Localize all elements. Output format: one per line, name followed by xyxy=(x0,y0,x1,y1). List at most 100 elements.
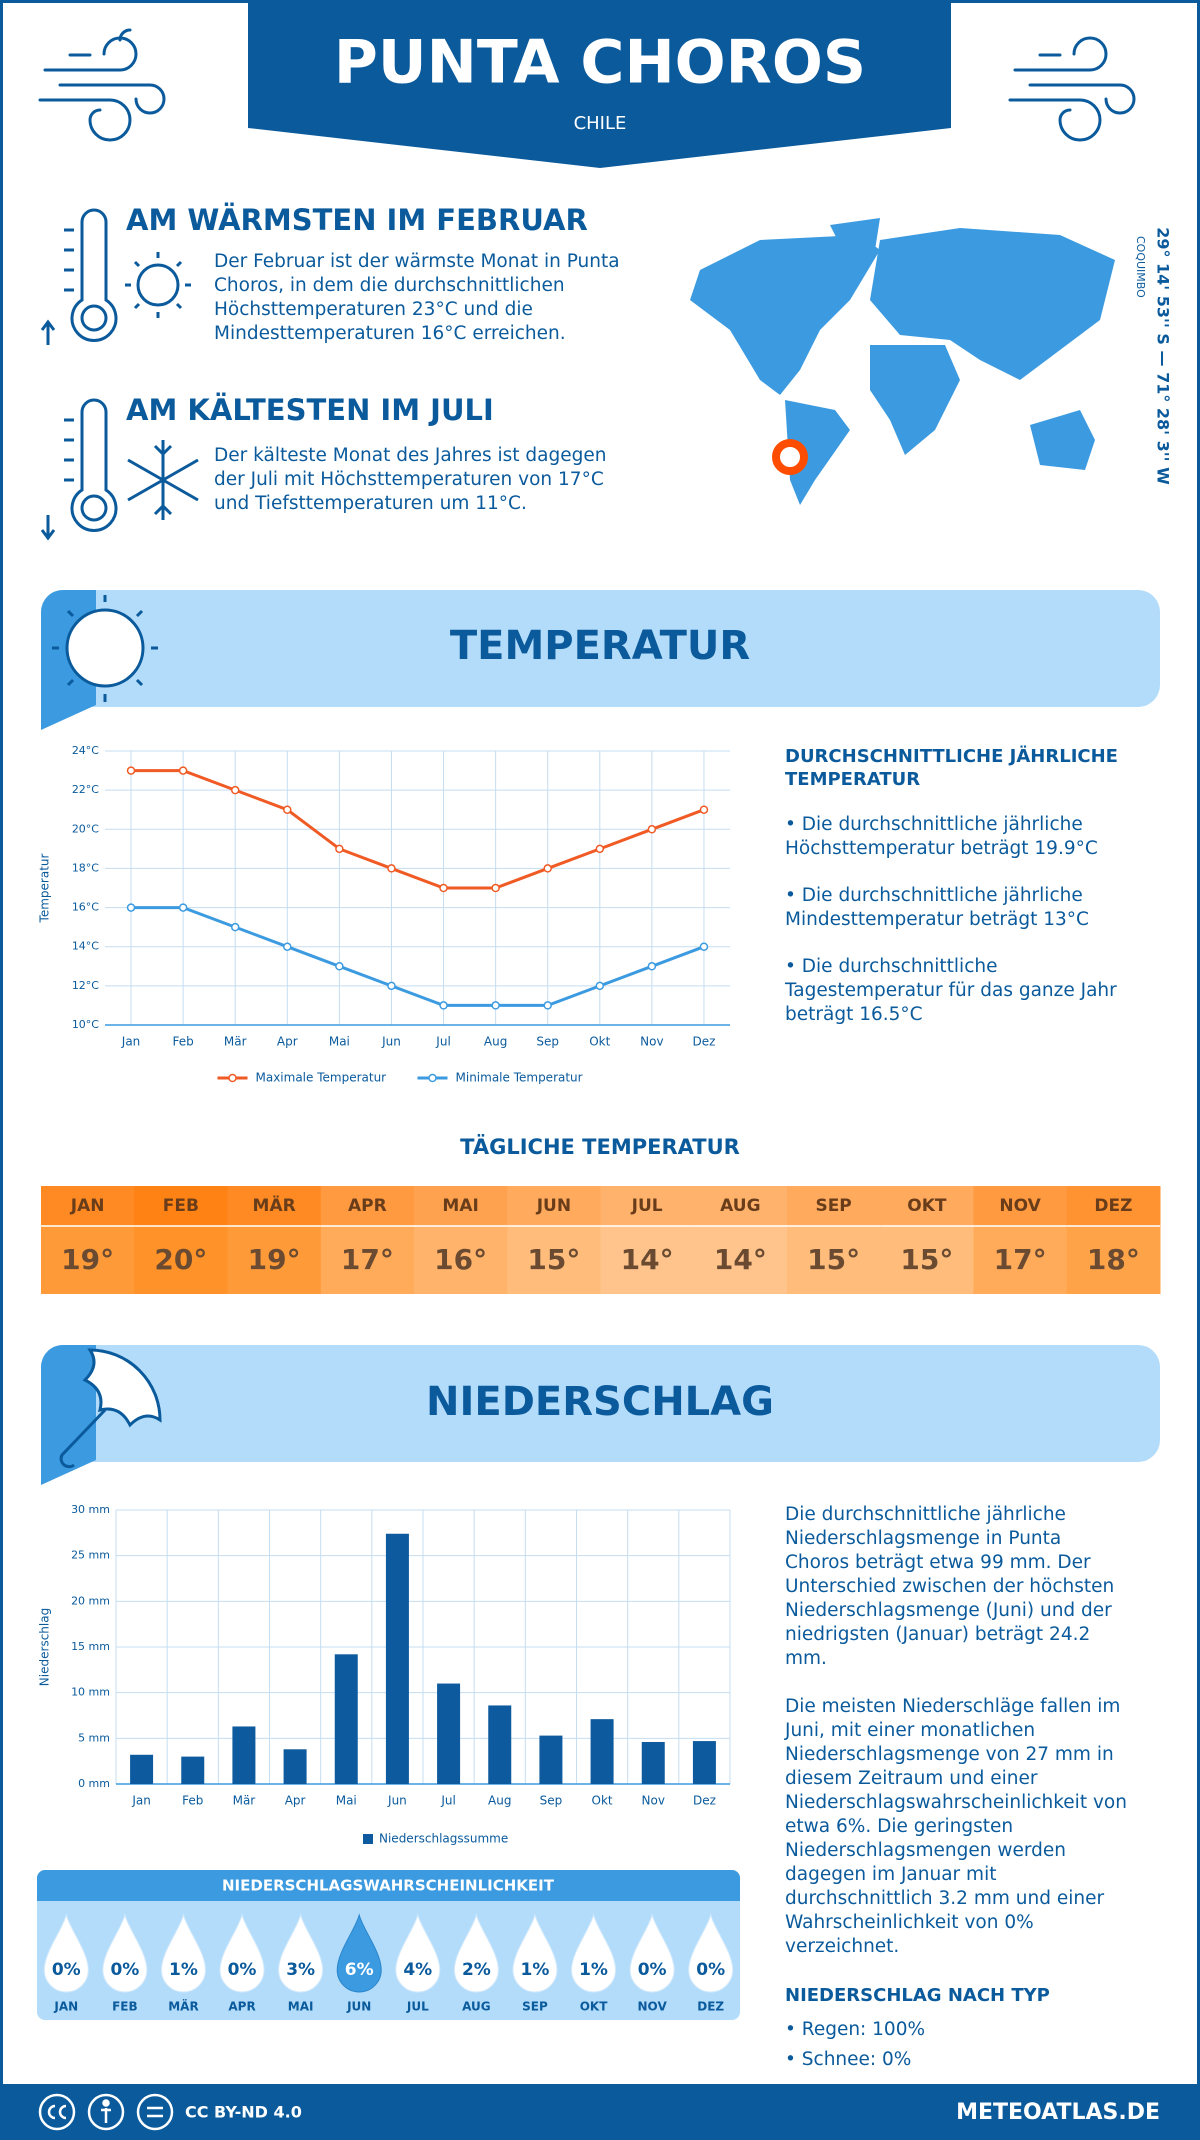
type-item: • Regen: 100% xyxy=(785,2019,926,2040)
point xyxy=(230,922,240,932)
month-label: MAI xyxy=(442,1196,478,1216)
daily-temp: 15° xyxy=(900,1243,953,1276)
y-tick-label: 16°C xyxy=(72,901,99,914)
bar xyxy=(385,1533,409,1784)
type-title: NIEDERSCHLAG NACH TYP xyxy=(785,1985,1050,2006)
daily-temp: 15° xyxy=(527,1243,580,1276)
probability-title: NIEDERSCHLAGSWAHRSCHEINLICHKEIT xyxy=(222,1877,555,1895)
precip-text: Die meisten Niederschläge fallen im Juni… xyxy=(785,1696,1127,1957)
umbrella-icon xyxy=(59,1348,162,1469)
x-tick-label: Dez xyxy=(692,1035,715,1049)
drop xyxy=(395,1913,441,1993)
daily-temp: 16° xyxy=(434,1243,487,1276)
daily-temp: 20° xyxy=(154,1243,207,1276)
table-header-cell xyxy=(787,1186,881,1225)
probability-label: 0% xyxy=(638,1960,667,1980)
x-tick-label: Feb xyxy=(173,1035,194,1049)
x-tick-label: Jul xyxy=(435,1035,450,1049)
daily-temp: 14° xyxy=(714,1243,767,1276)
month-label: JUN xyxy=(346,2000,371,2014)
drop xyxy=(278,1913,324,1993)
x-tick-label: Jan xyxy=(131,1794,151,1808)
precip-info: Die durchschnittliche jährliche Niedersc… xyxy=(785,1503,1130,2075)
month-label: OKT xyxy=(580,2000,609,2014)
table-cell xyxy=(600,1225,695,1294)
bar xyxy=(692,1741,716,1784)
x-tick-label: Nov xyxy=(640,1035,663,1049)
point xyxy=(543,1001,552,1010)
table-cell xyxy=(320,1225,415,1294)
probability-label: 0% xyxy=(696,1960,725,1980)
bar xyxy=(130,1754,154,1784)
line-series xyxy=(131,906,705,1007)
x-tick-label: Aug xyxy=(484,1035,507,1049)
y-tick-label: 10 mm xyxy=(71,1686,110,1699)
table-cell xyxy=(414,1225,508,1294)
legend-marker xyxy=(228,1073,237,1083)
table-header-cell xyxy=(227,1186,322,1225)
x-tick-label: Mär xyxy=(224,1035,247,1049)
section-title: NIEDERSCHLAG xyxy=(426,1379,774,1425)
point xyxy=(178,766,188,775)
month-label: FEB xyxy=(112,2000,138,2014)
table-cell xyxy=(507,1225,601,1294)
probability-label: 6% xyxy=(345,1960,374,1980)
probability-label: 1% xyxy=(169,1960,198,1980)
x-tick-label: Jul xyxy=(440,1794,455,1808)
section-banner xyxy=(41,590,1160,707)
info-item: • Die durchschnittliche Tagestemperatur … xyxy=(785,956,1117,1025)
legend-label: Minimale Temperatur xyxy=(456,1071,583,1085)
table-header-cell xyxy=(414,1186,508,1225)
drop xyxy=(219,1913,265,1993)
x-tick-label: Jun xyxy=(387,1794,407,1808)
bar xyxy=(590,1719,614,1784)
y-axis-label: Niederschlag xyxy=(38,1608,52,1686)
point xyxy=(335,844,344,854)
drop xyxy=(336,1913,382,1993)
title: PUNTA CHOROS xyxy=(334,28,866,98)
drop xyxy=(512,1913,558,1993)
y-tick-label: 18°C xyxy=(72,861,99,874)
point xyxy=(699,805,709,814)
info-item: • Die durchschnittliche jährliche Höchst… xyxy=(785,814,1098,859)
month-label: JAN xyxy=(70,1196,105,1216)
month-label: NOV xyxy=(999,1196,1041,1216)
bar xyxy=(641,1741,665,1784)
point xyxy=(126,766,136,775)
bar xyxy=(181,1756,205,1784)
x-tick-label: Apr xyxy=(277,1035,298,1049)
point xyxy=(387,981,396,991)
wind-icon xyxy=(38,28,166,142)
x-tick-label: Okt xyxy=(592,1794,613,1808)
x-tick-label: Okt xyxy=(589,1035,610,1049)
point xyxy=(491,1001,500,1010)
table-cell xyxy=(41,1225,135,1294)
info-item: • Die durchschnittliche jährliche Mindes… xyxy=(785,885,1089,930)
y-tick-label: 24°C xyxy=(72,744,99,757)
table-cell xyxy=(787,1225,881,1294)
table-header-cell xyxy=(880,1186,974,1225)
month-label: AUG xyxy=(462,2000,491,2014)
y-tick-label: 20°C xyxy=(72,822,99,835)
month-label: JUL xyxy=(631,1196,663,1216)
x-tick-label: Feb xyxy=(182,1794,203,1808)
point xyxy=(439,1001,448,1010)
point xyxy=(283,805,292,814)
bar xyxy=(232,1726,256,1784)
probability-label: 3% xyxy=(286,1960,315,1980)
month-label: NOV xyxy=(638,2000,668,2014)
y-tick-label: 12°C xyxy=(72,979,99,992)
probability-label: 0% xyxy=(110,1960,139,1980)
point xyxy=(491,883,500,893)
month-label: AUG xyxy=(720,1196,760,1216)
month-label: FEB xyxy=(163,1196,199,1216)
probability-box xyxy=(37,1870,740,2020)
point xyxy=(230,785,240,795)
table-header-cell xyxy=(134,1186,228,1225)
section-title: TEMPERATUR xyxy=(450,623,750,669)
x-tick-label: Aug xyxy=(488,1794,511,1808)
drop xyxy=(453,1913,499,1993)
site: METEOATLAS.DE xyxy=(956,2100,1160,2125)
point xyxy=(595,844,605,854)
